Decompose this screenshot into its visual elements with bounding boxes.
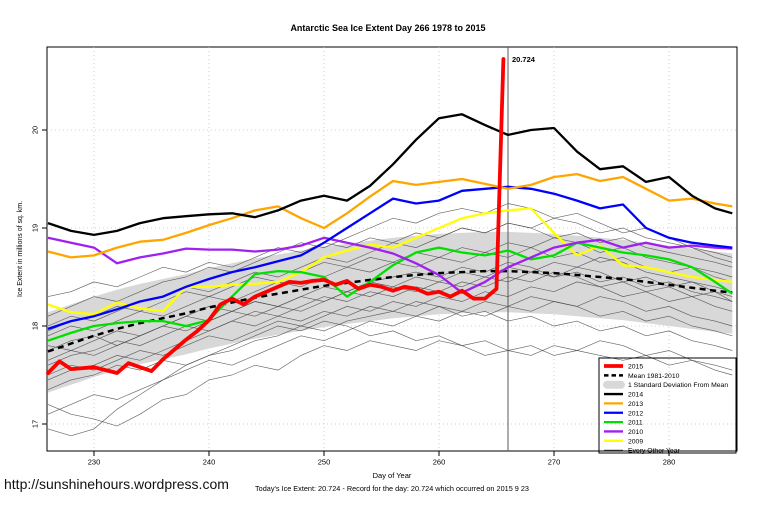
series-line-2009 <box>47 207 733 316</box>
chart-title: Antarctic Sea Ice Extent Day 266 1978 to… <box>290 23 485 33</box>
legend: 2015 Mean 1981-2010 1 Standard Deviation F… <box>598 357 737 455</box>
legend-label: Mean 1981-2010 <box>628 373 680 380</box>
std-dev-band <box>48 231 733 393</box>
series-line-2010 <box>47 236 733 294</box>
series-line-2015 <box>46 57 506 375</box>
legend-label: 2012 <box>628 410 643 417</box>
series-2015-line <box>46 57 506 375</box>
series-line-2011 <box>47 241 733 342</box>
legend-label: 2015 <box>628 364 643 371</box>
x-axis-label: Day of Year <box>373 471 412 480</box>
x-tick-label: 260 <box>433 458 446 467</box>
mean-1981-2010-line <box>47 269 733 353</box>
legend-label: 2011 <box>628 420 643 427</box>
legend-label: 2013 <box>628 401 643 408</box>
series-line-2013 <box>47 172 733 259</box>
y-tick-labels: 17 18 19 20 <box>31 126 40 428</box>
url-watermark: http://sunshinehours.wordpress.com <box>4 476 229 492</box>
footer-note: Today's Ice Extent: 20.724 - Record for … <box>255 484 529 493</box>
x-tick-label: 230 <box>88 458 101 467</box>
x-tick-label: 270 <box>548 458 561 467</box>
y-tick-label: 20 <box>31 126 40 134</box>
legend-label: 1 Standard Deviation From Mean <box>628 382 728 389</box>
y-tick-label: 17 <box>31 420 40 428</box>
every-other-year-line <box>47 203 733 317</box>
legend-label: 2014 <box>628 392 643 399</box>
every-other-year-line <box>47 222 733 297</box>
x-tick-labels: 230 240 250 260 270 280 <box>88 458 676 467</box>
series-line-2014 <box>47 113 733 237</box>
legend-label: 2010 <box>628 429 643 436</box>
year-series-lines <box>47 113 733 342</box>
std-dev-band-polygon <box>48 231 733 393</box>
legend-swatch-band <box>603 380 625 389</box>
y-tick-label: 19 <box>31 224 40 232</box>
every-other-year-line <box>47 301 733 381</box>
axis-ticks <box>42 129 670 456</box>
legend-label: 2009 <box>628 438 643 445</box>
x-tick-label: 240 <box>203 458 216 467</box>
x-tick-label: 250 <box>318 458 331 467</box>
legend-label: Every Other Year <box>628 448 680 455</box>
legend-border <box>598 357 737 454</box>
every-other-year-line <box>47 301 733 415</box>
spike-value-annotation: 20.724 <box>512 55 536 64</box>
y-tick-label: 18 <box>31 322 40 330</box>
y-axis-label: Ice Extent in millions of sq. km. <box>17 201 24 297</box>
every-other-year-line <box>47 266 733 361</box>
every-other-year-line <box>47 340 733 427</box>
mean-line <box>47 269 733 353</box>
series-line-2012 <box>47 185 733 330</box>
every-other-year-line <box>47 281 733 376</box>
x-tick-label: 280 <box>663 458 676 467</box>
